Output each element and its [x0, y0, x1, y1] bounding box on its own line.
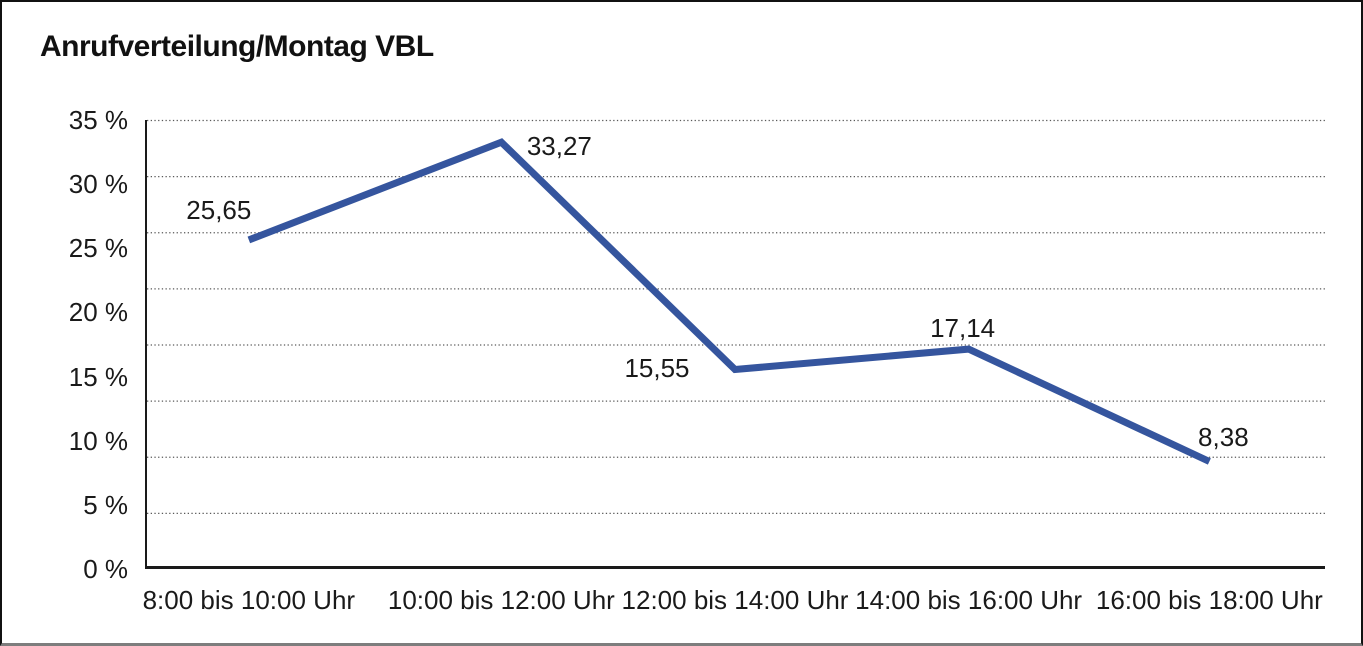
y-axis-tick-label: 15 % — [68, 361, 128, 392]
y-axis-tick-label: 35 % — [68, 105, 128, 135]
chart-title: Anrufverteilung/Montag VBL — [40, 30, 434, 63]
y-axis-tick-label: 10 % — [68, 425, 128, 456]
y-axis-tick-label: 25 % — [68, 233, 128, 264]
x-axis-tick-label: 8:00 bis 10:00 Uhr — [142, 585, 356, 615]
x-axis-tick-label: 12:00 bis 14:00 Uhr — [621, 585, 849, 615]
y-axis-tick-label: 5 % — [83, 489, 128, 520]
y-axis-tick-label: 20 % — [68, 297, 128, 328]
data-point-label: 17,14 — [930, 313, 996, 344]
x-axis-tick-label: 16:00 bis 18:00 Uhr — [1095, 585, 1323, 615]
x-axis-tick-label: 14:00 bis 16:00 Uhr — [855, 585, 1083, 615]
data-point-label: 15,55 — [624, 352, 690, 383]
data-point-label: 25,65 — [186, 194, 252, 225]
y-axis-tick-label: 0 % — [83, 554, 128, 584]
y-axis-tick-label: 30 % — [68, 169, 128, 200]
data-line — [247, 138, 1211, 465]
x-axis-tick-label: 10:00 bis 12:00 Uhr — [387, 585, 615, 615]
data-point-label: 33,27 — [526, 131, 592, 162]
data-point-label: 8,38 — [1198, 422, 1249, 453]
plot-area — [145, 119, 1325, 569]
